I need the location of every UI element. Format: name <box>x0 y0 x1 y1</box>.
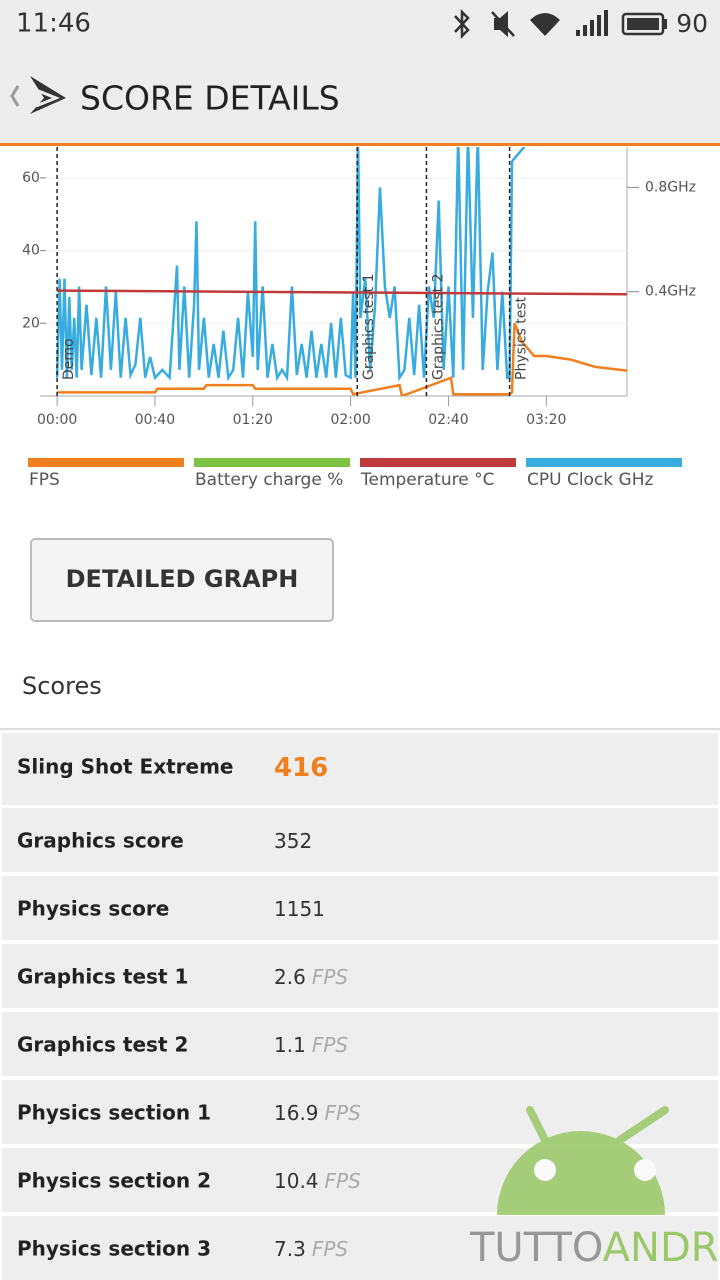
legend-swatch <box>194 458 350 467</box>
app-logo <box>30 76 66 114</box>
series-line <box>55 147 526 382</box>
watermark-logo <box>497 1106 669 1215</box>
row-background <box>2 1216 718 1280</box>
score-value: 352 <box>274 829 312 853</box>
watermark-text: TUTTOANDROID <box>469 1225 720 1271</box>
chart: 20 40 60 0.4GHz 0.8GHz 00:00 00:40 01:20 02:00 02… <box>22 147 696 490</box>
score-value: 416 <box>274 753 328 783</box>
y2-tick-label: 0.8GHz <box>645 179 696 195</box>
score-value: 16.9 <box>274 1101 319 1125</box>
y-tick-label: 60 <box>22 170 40 186</box>
row-value: 352 <box>274 829 312 853</box>
legend-label: FPS <box>29 470 60 490</box>
clock: 11:46 <box>16 9 91 39</box>
row-value: 16.9 FPS <box>274 1101 361 1125</box>
legend-label: CPU Clock GHz <box>527 470 654 490</box>
row-background <box>2 1012 718 1076</box>
detailed-graph-button[interactable] <box>30 538 334 622</box>
row-value: 416 <box>274 753 328 783</box>
row-name: Sling Shot Extreme <box>17 755 234 779</box>
row-background <box>2 944 718 1008</box>
button-label: DETAILED GRAPH <box>66 565 299 593</box>
test-marker-label: Physics test <box>514 296 530 380</box>
top-bar <box>0 0 720 143</box>
legend-swatch <box>526 458 682 467</box>
test-marker-label: Graphics test 2 <box>430 273 446 380</box>
x-tick-label: 00:00 <box>37 412 77 428</box>
row-value: 1151 <box>274 897 325 921</box>
watermark-part: ANDROID <box>603 1225 720 1271</box>
row-value: 1.1 FPS <box>274 1033 348 1057</box>
row-value: 7.3 FPS <box>274 1237 348 1261</box>
legend-label: Temperature °C <box>360 470 494 490</box>
score-unit: FPS <box>312 1237 349 1261</box>
y-tick-label: 20 <box>22 315 40 331</box>
x-tick-label: 03:20 <box>526 412 566 428</box>
row-name: Physics section 3 <box>17 1237 211 1261</box>
x-tick-label: 02:40 <box>428 412 468 428</box>
row-name: Physics section 1 <box>17 1101 211 1125</box>
score-value: 1151 <box>274 897 325 921</box>
row-name: Graphics score <box>17 829 184 853</box>
score-unit: FPS <box>312 1033 349 1057</box>
row-name: Graphics test 2 <box>17 1033 188 1057</box>
score-unit: FPS <box>325 1169 362 1193</box>
y-tick-label: 40 <box>22 243 40 259</box>
score-value: 2.6 <box>274 965 306 989</box>
score-unit: FPS <box>312 965 349 989</box>
watermark-part: TUTTO <box>469 1225 603 1271</box>
scores-heading: Scores <box>22 672 102 700</box>
score-value: 1.1 <box>274 1033 306 1057</box>
legend-label: Battery charge % <box>195 470 343 490</box>
back-button[interactable] <box>10 85 20 107</box>
divider <box>0 728 720 730</box>
status-icons <box>454 8 667 40</box>
row-background <box>2 733 718 805</box>
accent-line <box>0 143 720 146</box>
test-marker-label: Graphics test 1 <box>361 273 377 380</box>
score-value: 7.3 <box>274 1237 306 1261</box>
battery-level: 90 <box>676 9 708 38</box>
row-background <box>2 808 718 872</box>
row-name: Physics score <box>17 897 169 921</box>
x-tick-label: 02:00 <box>330 412 370 428</box>
x-tick-label: 01:20 <box>233 412 273 428</box>
legend-swatch <box>28 458 184 467</box>
legend-swatch <box>360 458 516 467</box>
series-line <box>57 289 627 296</box>
y2-tick-label: 0.4GHz <box>645 284 696 300</box>
row-value: 2.6 FPS <box>274 965 348 989</box>
score-value: 10.4 <box>274 1169 319 1193</box>
row-value: 10.4 FPS <box>274 1169 361 1193</box>
header-title: SCORE DETAILS <box>80 79 340 118</box>
row-name: Graphics test 1 <box>17 965 188 989</box>
row-name: Physics section 2 <box>17 1169 211 1193</box>
score-unit: FPS <box>325 1101 362 1125</box>
row-background <box>2 876 718 940</box>
x-tick-label: 00:40 <box>135 412 175 428</box>
test-marker-label: Demo <box>61 338 77 380</box>
